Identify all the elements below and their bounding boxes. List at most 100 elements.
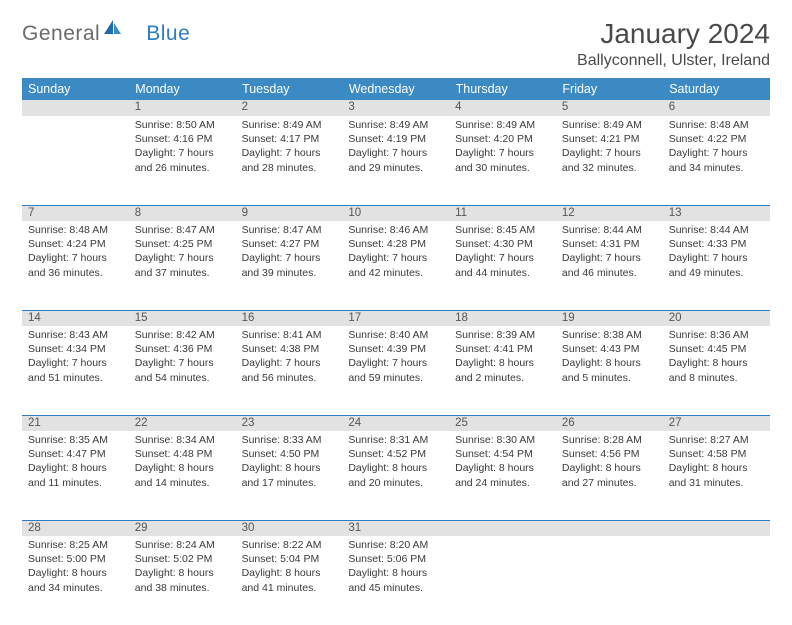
day-cell: Sunrise: 8:49 AMSunset: 4:19 PMDaylight:…: [342, 116, 449, 205]
day-content: Sunrise: 8:22 AMSunset: 5:04 PMDaylight:…: [236, 536, 343, 599]
day-number-row: 21222324252627: [22, 415, 770, 431]
day-cell: Sunrise: 8:41 AMSunset: 4:38 PMDaylight:…: [236, 326, 343, 415]
day-content: Sunrise: 8:48 AMSunset: 4:24 PMDaylight:…: [22, 221, 129, 284]
day-content: Sunrise: 8:49 AMSunset: 4:17 PMDaylight:…: [236, 116, 343, 179]
day-number: 21: [22, 415, 129, 431]
day-number-row: 14151617181920: [22, 310, 770, 326]
day-cell: Sunrise: 8:48 AMSunset: 4:24 PMDaylight:…: [22, 221, 129, 310]
day-cell: Sunrise: 8:49 AMSunset: 4:21 PMDaylight:…: [556, 116, 663, 205]
day-number: 2: [236, 100, 343, 116]
day-number: 20: [663, 310, 770, 326]
day-content: Sunrise: 8:48 AMSunset: 4:22 PMDaylight:…: [663, 116, 770, 179]
day-content: Sunrise: 8:28 AMSunset: 4:56 PMDaylight:…: [556, 431, 663, 494]
day-cell: Sunrise: 8:47 AMSunset: 4:27 PMDaylight:…: [236, 221, 343, 310]
day-number: 13: [663, 205, 770, 221]
day-number: 7: [22, 205, 129, 221]
day-number: 28: [22, 520, 129, 536]
day-number: 12: [556, 205, 663, 221]
day-number: 6: [663, 100, 770, 116]
day-number: 17: [342, 310, 449, 326]
day-cell: Sunrise: 8:49 AMSunset: 4:17 PMDaylight:…: [236, 116, 343, 205]
day-content: Sunrise: 8:46 AMSunset: 4:28 PMDaylight:…: [342, 221, 449, 284]
day-number: 4: [449, 100, 556, 116]
day-number: 22: [129, 415, 236, 431]
day-content: Sunrise: 8:24 AMSunset: 5:02 PMDaylight:…: [129, 536, 236, 599]
day-content: Sunrise: 8:35 AMSunset: 4:47 PMDaylight:…: [22, 431, 129, 494]
day-content: Sunrise: 8:49 AMSunset: 4:21 PMDaylight:…: [556, 116, 663, 179]
weekday-header: Friday: [556, 78, 663, 100]
day-cell: Sunrise: 8:49 AMSunset: 4:20 PMDaylight:…: [449, 116, 556, 205]
day-number: 29: [129, 520, 236, 536]
day-content: Sunrise: 8:44 AMSunset: 4:31 PMDaylight:…: [556, 221, 663, 284]
day-number: 23: [236, 415, 343, 431]
day-number-row: 28293031: [22, 520, 770, 536]
day-content: Sunrise: 8:49 AMSunset: 4:19 PMDaylight:…: [342, 116, 449, 179]
day-content: Sunrise: 8:27 AMSunset: 4:58 PMDaylight:…: [663, 431, 770, 494]
day-content: Sunrise: 8:20 AMSunset: 5:06 PMDaylight:…: [342, 536, 449, 599]
day-content: Sunrise: 8:36 AMSunset: 4:45 PMDaylight:…: [663, 326, 770, 389]
day-number: 19: [556, 310, 663, 326]
day-cell: Sunrise: 8:42 AMSunset: 4:36 PMDaylight:…: [129, 326, 236, 415]
day-number: 5: [556, 100, 663, 116]
brand-logo: General Blue: [22, 18, 190, 46]
day-cell: Sunrise: 8:33 AMSunset: 4:50 PMDaylight:…: [236, 431, 343, 520]
day-number: 31: [342, 520, 449, 536]
day-cell: Sunrise: 8:36 AMSunset: 4:45 PMDaylight:…: [663, 326, 770, 415]
day-number: [556, 520, 663, 536]
day-number: 30: [236, 520, 343, 536]
day-number: 1: [129, 100, 236, 116]
day-content: Sunrise: 8:33 AMSunset: 4:50 PMDaylight:…: [236, 431, 343, 494]
day-cell: Sunrise: 8:48 AMSunset: 4:22 PMDaylight:…: [663, 116, 770, 205]
day-number: 9: [236, 205, 343, 221]
day-cell: Sunrise: 8:46 AMSunset: 4:28 PMDaylight:…: [342, 221, 449, 310]
weekday-header: Saturday: [663, 78, 770, 100]
location: Ballyconnell, Ulster, Ireland: [577, 52, 770, 70]
day-cell: Sunrise: 8:43 AMSunset: 4:34 PMDaylight:…: [22, 326, 129, 415]
day-number-row: 78910111213: [22, 205, 770, 221]
day-number: [22, 100, 129, 116]
month-title: January 2024: [577, 18, 770, 50]
week-row: Sunrise: 8:43 AMSunset: 4:34 PMDaylight:…: [22, 326, 770, 415]
day-content: Sunrise: 8:31 AMSunset: 4:52 PMDaylight:…: [342, 431, 449, 494]
brand-name-a: General: [22, 22, 100, 46]
header: General Blue January 2024 Ballyconnell, …: [22, 18, 770, 70]
weekday-header-row: Sunday Monday Tuesday Wednesday Thursday…: [22, 78, 770, 100]
day-cell: Sunrise: 8:50 AMSunset: 4:16 PMDaylight:…: [129, 116, 236, 205]
day-content: Sunrise: 8:45 AMSunset: 4:30 PMDaylight:…: [449, 221, 556, 284]
day-content: Sunrise: 8:25 AMSunset: 5:00 PMDaylight:…: [22, 536, 129, 599]
day-number: 18: [449, 310, 556, 326]
day-cell: Sunrise: 8:34 AMSunset: 4:48 PMDaylight:…: [129, 431, 236, 520]
day-cell: Sunrise: 8:45 AMSunset: 4:30 PMDaylight:…: [449, 221, 556, 310]
day-content: Sunrise: 8:34 AMSunset: 4:48 PMDaylight:…: [129, 431, 236, 494]
calendar-page: General Blue January 2024 Ballyconnell, …: [0, 0, 792, 625]
day-content: Sunrise: 8:40 AMSunset: 4:39 PMDaylight:…: [342, 326, 449, 389]
day-cell: Sunrise: 8:27 AMSunset: 4:58 PMDaylight:…: [663, 431, 770, 520]
day-number: 11: [449, 205, 556, 221]
day-cell: Sunrise: 8:30 AMSunset: 4:54 PMDaylight:…: [449, 431, 556, 520]
weekday-header: Tuesday: [236, 78, 343, 100]
brand-name-b: Blue: [146, 22, 190, 46]
day-content: Sunrise: 8:47 AMSunset: 4:25 PMDaylight:…: [129, 221, 236, 284]
day-number: 10: [342, 205, 449, 221]
day-content: Sunrise: 8:44 AMSunset: 4:33 PMDaylight:…: [663, 221, 770, 284]
day-content: Sunrise: 8:30 AMSunset: 4:54 PMDaylight:…: [449, 431, 556, 494]
day-cell: Sunrise: 8:28 AMSunset: 4:56 PMDaylight:…: [556, 431, 663, 520]
week-row: Sunrise: 8:50 AMSunset: 4:16 PMDaylight:…: [22, 116, 770, 205]
day-number: 14: [22, 310, 129, 326]
day-cell: Sunrise: 8:39 AMSunset: 4:41 PMDaylight:…: [449, 326, 556, 415]
day-number-row: 123456: [22, 100, 770, 116]
day-content: Sunrise: 8:41 AMSunset: 4:38 PMDaylight:…: [236, 326, 343, 389]
day-number: [449, 520, 556, 536]
sail-icon: [104, 20, 122, 41]
day-number: 27: [663, 415, 770, 431]
day-number: 8: [129, 205, 236, 221]
week-row: Sunrise: 8:48 AMSunset: 4:24 PMDaylight:…: [22, 221, 770, 310]
weekday-header: Sunday: [22, 78, 129, 100]
day-number: 3: [342, 100, 449, 116]
weekday-header: Monday: [129, 78, 236, 100]
day-cell: Sunrise: 8:40 AMSunset: 4:39 PMDaylight:…: [342, 326, 449, 415]
day-cell: Sunrise: 8:35 AMSunset: 4:47 PMDaylight:…: [22, 431, 129, 520]
title-block: January 2024 Ballyconnell, Ulster, Irela…: [577, 18, 770, 70]
day-number: 15: [129, 310, 236, 326]
day-number: 25: [449, 415, 556, 431]
